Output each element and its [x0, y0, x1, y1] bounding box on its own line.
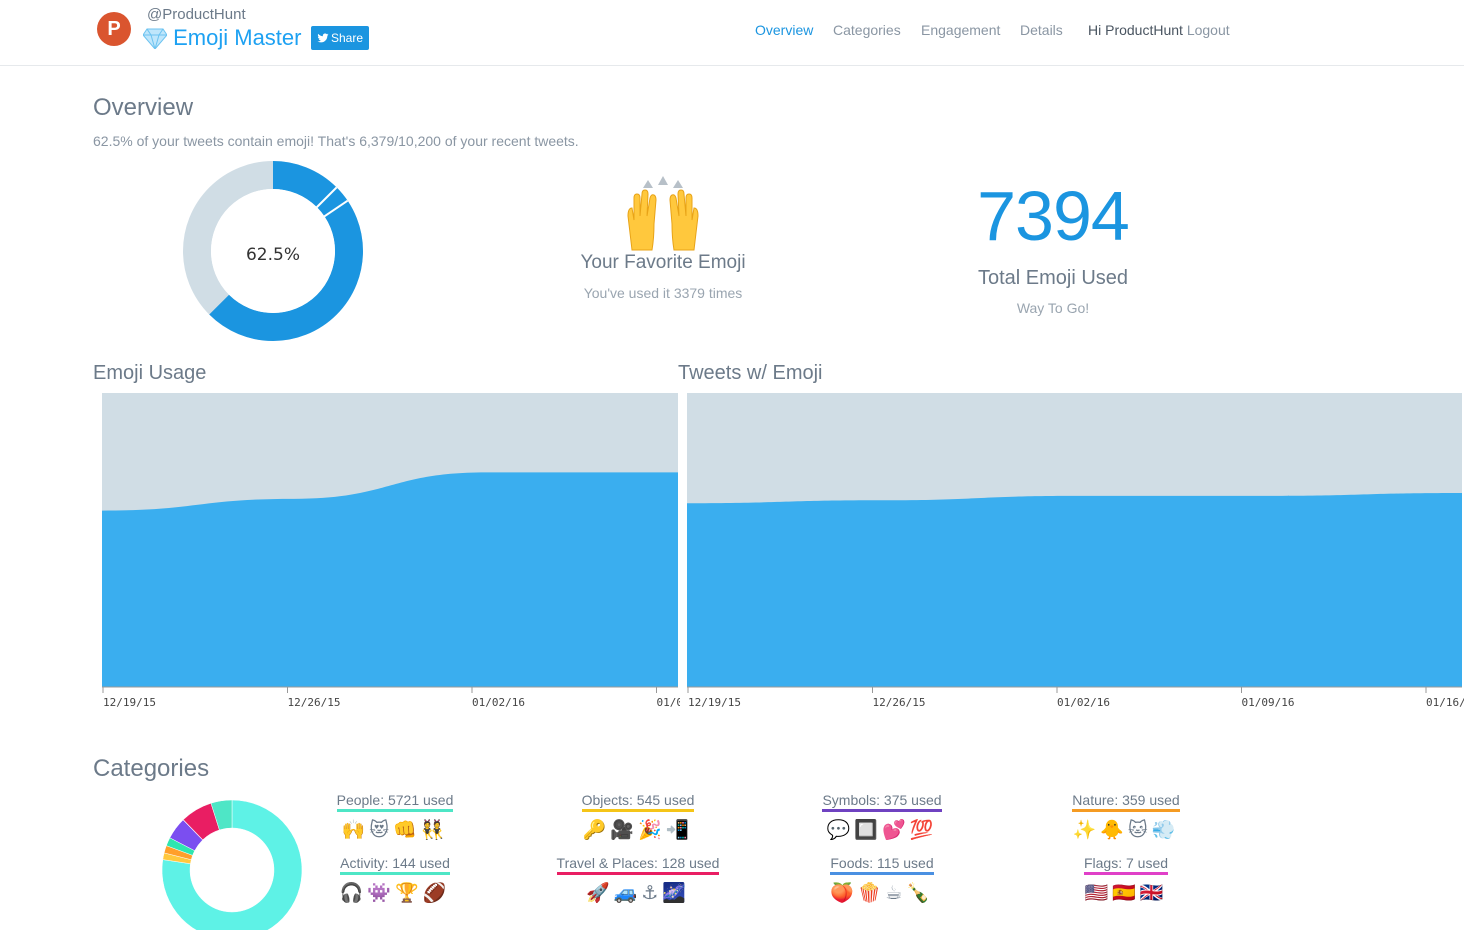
categories-heading: Categories: [93, 755, 210, 782]
category-emojis: 🎧👾🏆🏈: [339, 882, 451, 904]
favorite-emoji-title: Your Favorite Emoji: [580, 252, 746, 273]
category-emojis: 🇺🇸🇪🇸🇬🇧: [1084, 882, 1168, 904]
x-tick-label: 01/09/16: [1242, 696, 1295, 709]
twitter-bird-icon: [317, 33, 329, 43]
category-symbols: Symbols: 375 used 💬🔲💕💯: [792, 792, 972, 841]
category-label[interactable]: Travel & Places: 128 used: [556, 855, 720, 875]
donut-slice: [162, 800, 302, 930]
x-tick-label: 01/02/16: [472, 696, 525, 709]
area-series: [687, 492, 1462, 687]
emoji-usage-title: Emoji Usage: [93, 362, 207, 384]
total-emoji-title: Total Emoji Used: [977, 267, 1129, 289]
nav-categories[interactable]: Categories: [833, 22, 901, 38]
category-label[interactable]: Nature: 359 used: [1072, 792, 1180, 812]
overview-heading: Overview: [93, 94, 194, 121]
category-emojis: ✨🐥🐱💨: [1072, 819, 1180, 841]
category-people: People: 5721 used 🙌😻👊👯: [305, 792, 485, 841]
tweets-emoji-title: Tweets w/ Emoji: [678, 362, 823, 384]
greeting-text: Hi ProductHunt: [1088, 22, 1183, 38]
category-emojis: 🔑🎥🎉📲: [582, 819, 694, 841]
emoji-tweets-donut: [183, 161, 363, 341]
categories-donut: [162, 800, 302, 930]
user-greeting: Hi ProductHunt Logout: [1088, 22, 1230, 38]
category-emojis: 💬🔲💕💯: [826, 819, 938, 841]
user-handle: @ProductHunt: [147, 6, 246, 23]
tweets-emoji-chart: 12/19/15 12/26/15 01/02/16 01/09/16 01/16/16: [687, 393, 1464, 709]
brand-label: Emoji Master: [173, 25, 302, 50]
donut-hole: [211, 189, 335, 313]
category-label[interactable]: Symbols: 375 used: [822, 792, 942, 812]
nav-overview[interactable]: Overview: [755, 22, 814, 38]
favorite-emoji: [563, 176, 763, 259]
category-emojis: 🚀🚙⚓🌌: [585, 882, 690, 904]
x-tick-label: 01/02/16: [1057, 696, 1110, 709]
category-flags: Flags: 7 used 🇺🇸🇪🇸🇬🇧: [1036, 855, 1216, 904]
x-tick-label: 12/26/15: [288, 696, 341, 709]
category-emojis: 🍑🍿☕🍾: [829, 882, 934, 904]
overview-summary: 62.5% of your tweets contain emoji! That…: [93, 133, 579, 149]
x-tick-label: 12/19/15: [103, 696, 156, 709]
area-series: [102, 472, 678, 687]
x-tick-label: 12/26/15: [873, 696, 926, 709]
logout-link[interactable]: Logout: [1186, 22, 1230, 38]
nav-details[interactable]: Details: [1020, 22, 1063, 38]
total-emoji-value: 7394: [977, 177, 1130, 255]
category-travel: Travel & Places: 128 used 🚀🚙⚓🌌: [548, 855, 728, 904]
sparkle-2: [658, 176, 668, 185]
category-label[interactable]: Foods: 115 used: [830, 855, 934, 875]
category-activity: Activity: 144 used 🎧👾🏆🏈: [305, 855, 485, 904]
sparkle-1: [643, 180, 653, 188]
app-header: P @ProductHunt Emoji Master Share Overvi…: [0, 0, 1464, 66]
brand-title[interactable]: Emoji Master: [143, 25, 301, 51]
nav-engagement[interactable]: Engagement: [921, 22, 1001, 38]
x-tick-label: 01/16/16: [1426, 696, 1464, 709]
category-nature: Nature: 359 used ✨🐥🐱💨: [1036, 792, 1216, 841]
raised-hands-icon: [627, 176, 699, 251]
category-label[interactable]: Flags: 7 used: [1083, 855, 1169, 875]
category-foods: Foods: 115 used 🍑🍿☕🍾: [792, 855, 972, 904]
share-label: Share: [331, 31, 364, 45]
gem-icon: [143, 28, 167, 49]
emoji-usage-chart: 12/19/15 12/26/15 01/02/16 01/09/16: [102, 393, 681, 709]
share-button[interactable]: Share: [311, 26, 369, 50]
favorite-emoji-count: You've used it 3379 times: [583, 285, 743, 301]
category-label[interactable]: Activity: 144 used: [340, 855, 450, 875]
total-emoji-sub: Way To Go!: [1016, 300, 1090, 316]
category-label[interactable]: Objects: 545 used: [581, 792, 695, 812]
x-tick-label: 12/19/15: [688, 696, 741, 709]
donut-slice: [210, 800, 233, 831]
avatar[interactable]: P: [97, 12, 131, 46]
sparkle-3: [673, 180, 683, 188]
category-label[interactable]: People: 5721 used: [336, 792, 454, 812]
x-tick-label: 01/09/16: [657, 696, 681, 709]
category-objects: Objects: 545 used 🔑🎥🎉📲: [548, 792, 728, 841]
donut-percent-label: 62.5%: [245, 245, 300, 265]
donut-value-arc: [183, 161, 363, 341]
category-emojis: 🙌😻👊👯: [341, 819, 449, 841]
